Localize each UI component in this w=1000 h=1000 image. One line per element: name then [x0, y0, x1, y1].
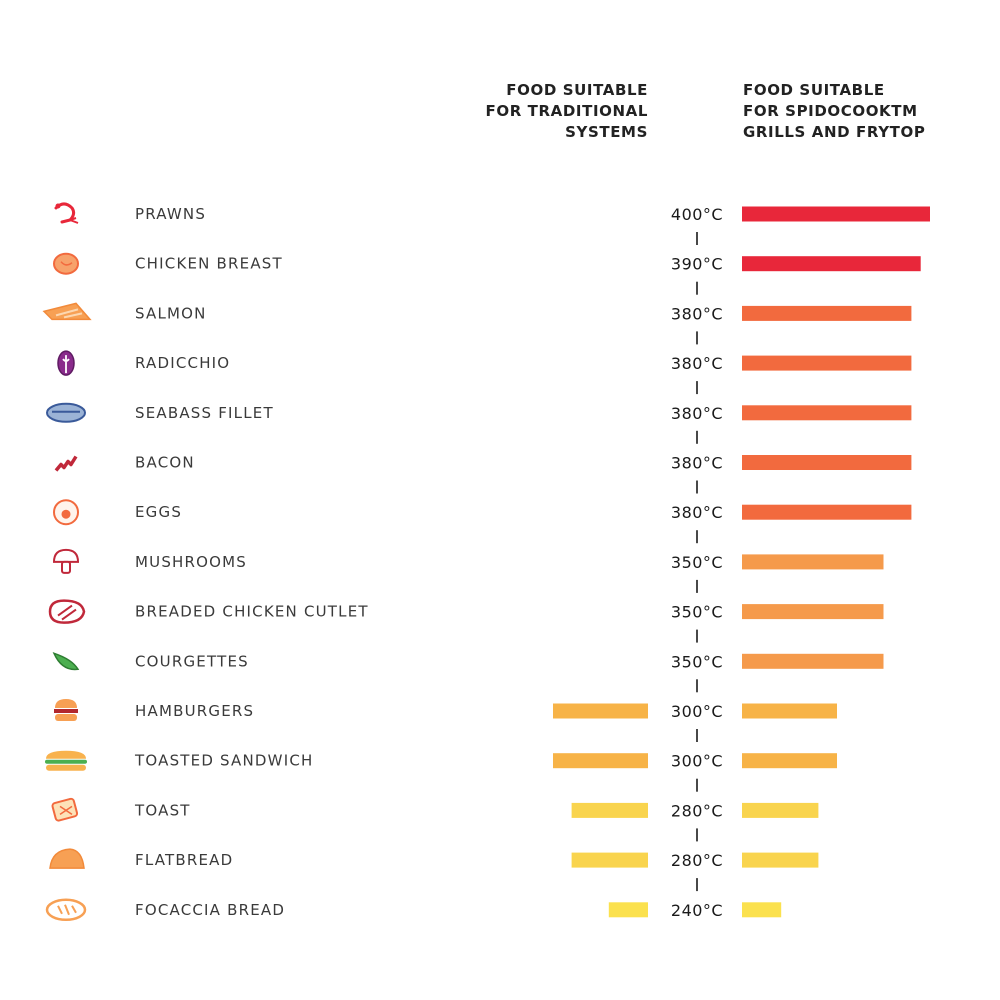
header-spidocook: FOOD SUITABLE FOR SPIDOCOOKTM GRILLS AND… [743, 80, 963, 143]
food-label: TOASTED SANDWICH [134, 752, 314, 770]
bar-spidocook [742, 703, 837, 719]
bar-spidocook [742, 355, 912, 371]
bar-spidocook [742, 504, 912, 520]
hamburger-icon [54, 699, 78, 721]
temperature-label: 380°C [671, 404, 723, 423]
flatbread-icon [49, 848, 85, 869]
bar-spidocook [742, 604, 884, 620]
radicchio-icon [57, 350, 75, 376]
temperature-label: 350°C [671, 553, 723, 572]
bar-spidocook [742, 852, 819, 868]
food-label: FLATBREAD [135, 851, 233, 869]
food-label: BACON [135, 454, 195, 472]
temperature-label: 300°C [671, 702, 723, 721]
seabass-icon [46, 402, 86, 423]
header-spidocook-line: FOOD SUITABLE [743, 81, 885, 99]
header-traditional-line: FOR TRADITIONAL [485, 102, 648, 120]
temperature-label: 240°C [671, 901, 723, 920]
temperature-label: 280°C [671, 801, 723, 820]
temperature-label: 400°C [671, 205, 723, 224]
header-spidocook-line: FOR SPIDOCOOKTM [743, 102, 918, 120]
toast-icon [51, 797, 79, 822]
breaded-cutlet-icon [48, 599, 86, 624]
food-label: SEABASS FILLET [135, 404, 274, 422]
chicken-breast-icon [53, 252, 79, 275]
food-label: RADICCHIO [135, 354, 230, 372]
header-spidocook-line: GRILLS AND FRYTOP [743, 123, 926, 141]
bar-spidocook [742, 256, 921, 272]
food-label: EGGS [135, 503, 182, 521]
bacon-icon [54, 455, 78, 472]
temperature-label: 380°C [671, 304, 723, 323]
temperature-label: 300°C [671, 752, 723, 771]
header-traditional-line: SYSTEMS [565, 123, 648, 141]
temperature-label: 350°C [671, 603, 723, 622]
food-label: FOCACCIA BREAD [135, 901, 285, 919]
food-label: MUSHROOMS [135, 553, 247, 571]
header-traditional-line: FOOD SUITABLE [506, 81, 648, 99]
bar-spidocook [742, 653, 884, 669]
food-label: TOAST [134, 801, 191, 819]
bar-spidocook [742, 902, 782, 918]
food-label: SALMON [135, 304, 207, 322]
bar-spidocook [742, 753, 837, 769]
bar-spidocook [742, 554, 884, 570]
bar-spidocook [742, 405, 912, 421]
temperature-label: 380°C [671, 354, 723, 373]
bar-traditional [571, 852, 648, 868]
bar-traditional [553, 703, 648, 719]
focaccia-icon [45, 898, 87, 922]
temperature-label: 380°C [671, 503, 723, 522]
temperature-label: 350°C [671, 652, 723, 671]
header-traditional: FOOD SUITABLE FOR TRADITIONAL SYSTEMS [428, 80, 648, 143]
bar-traditional [571, 802, 648, 818]
food-label: BREADED CHICKEN CUTLET [135, 603, 369, 621]
bar-traditional [553, 753, 648, 769]
bar-spidocook [742, 802, 819, 818]
temperature-label: 280°C [671, 851, 723, 870]
temperature-label: 390°C [671, 255, 723, 274]
bar-spidocook [742, 455, 912, 470]
food-label: HAMBURGERS [135, 702, 254, 720]
sandwich-icon [45, 750, 87, 771]
temperature-label: 380°C [671, 454, 723, 473]
food-label: CHICKEN BREAST [135, 255, 283, 273]
bar-spidocook [742, 206, 930, 222]
egg-icon [53, 499, 79, 526]
mushroom-icon [52, 548, 80, 574]
bar-traditional [608, 902, 648, 918]
prawn-icon [54, 202, 79, 224]
bar-spidocook [742, 305, 912, 321]
food-label: PRAWNS [135, 205, 206, 223]
courgette-icon [52, 652, 80, 671]
salmon-icon [42, 302, 92, 321]
food-label: COURGETTES [135, 652, 249, 670]
